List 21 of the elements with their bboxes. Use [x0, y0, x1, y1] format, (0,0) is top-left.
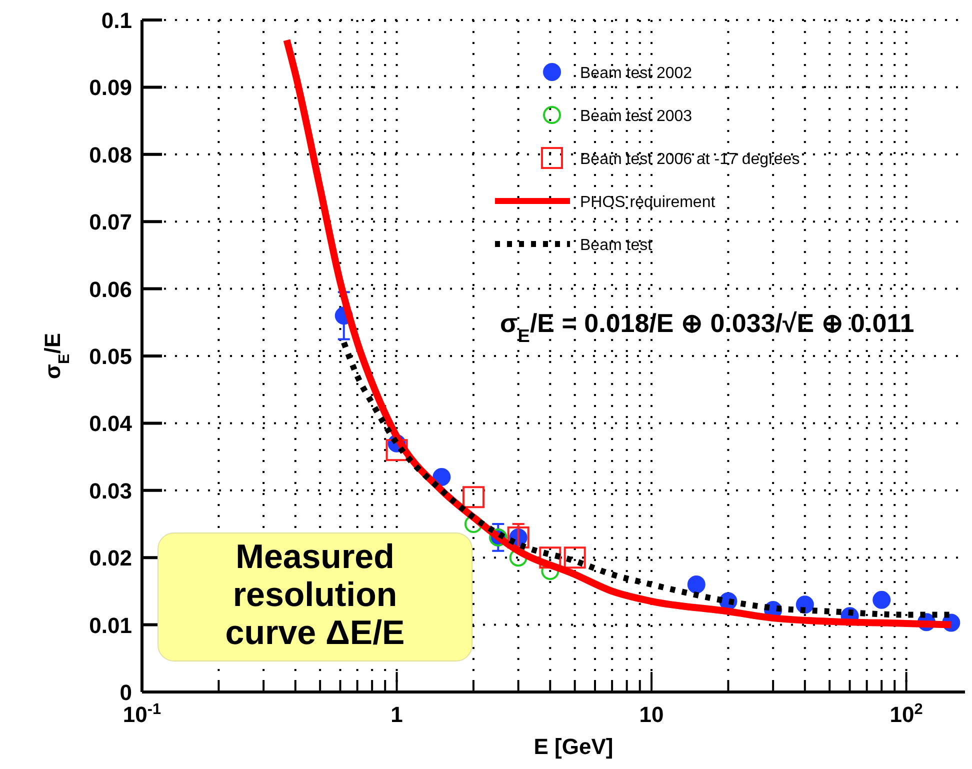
y-tick-label: 0.01	[89, 612, 132, 638]
y-tick-label: 0.05	[89, 344, 132, 369]
y-tick-label: 0.09	[89, 75, 132, 100]
legend-label: Beam test	[580, 237, 653, 254]
y-tick-label: 0.04	[89, 411, 133, 436]
y-tick-label: 0.1	[101, 8, 132, 33]
x-tick-label: 10$^{2}$	[890, 700, 923, 727]
x-axis-title: E [GeV]	[534, 734, 614, 759]
x-tick-label: 10	[639, 702, 664, 727]
legend-label: Beam test 2003	[580, 108, 692, 125]
y-tick-label: 0.06	[89, 276, 132, 302]
y-tick-label: 0.07	[89, 210, 132, 235]
y-tick-label: 0.03	[89, 478, 132, 504]
legend-label: Beam test 2002	[580, 65, 692, 82]
y-tick-label: 0.08	[89, 142, 132, 168]
annotation: Measured resolution curve ΔE/E	[225, 538, 405, 652]
legend-label: PHOS requirement	[580, 194, 716, 211]
x-tick-label: 1	[390, 702, 403, 727]
y-tick-label: 0.02	[89, 546, 132, 571]
legend-label: Beam test 2006 at -17 degrees	[580, 151, 800, 168]
annotation: σ$_{E}$/E = 0.018/E ⊕ 0.033/√E ⊕ 0.011	[500, 308, 914, 346]
